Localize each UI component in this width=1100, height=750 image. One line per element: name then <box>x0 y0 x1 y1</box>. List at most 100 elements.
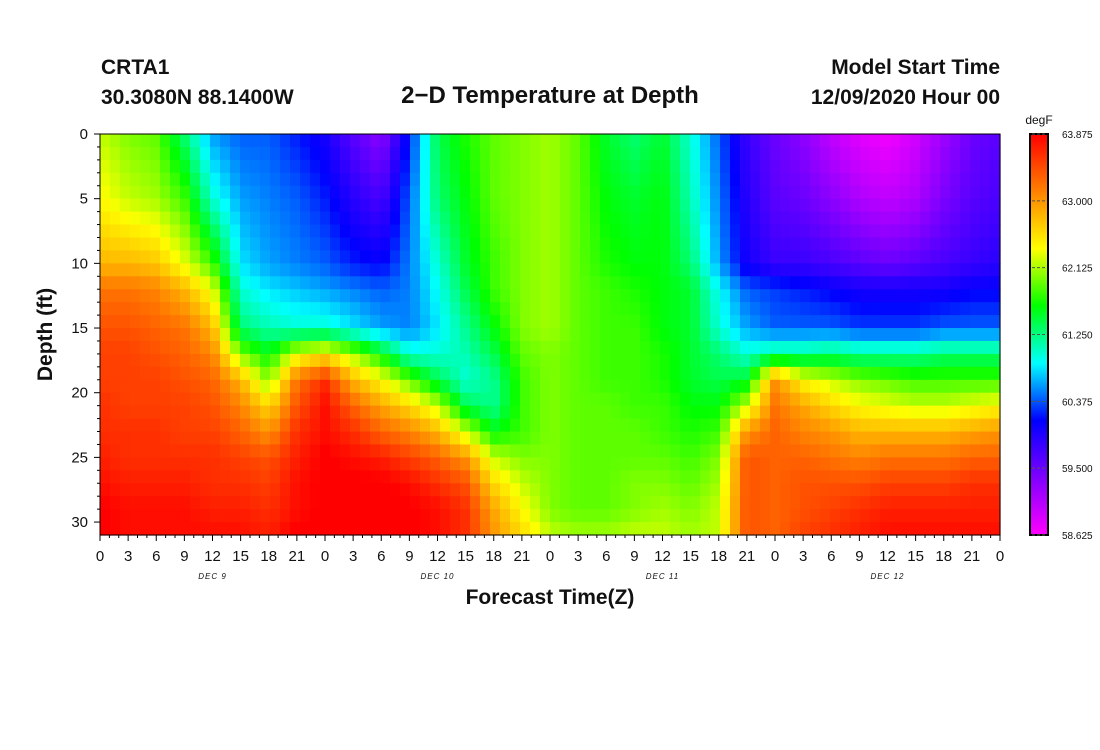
heatmap-cell <box>210 457 221 471</box>
heatmap-cell <box>460 522 471 536</box>
heatmap-cell <box>900 250 911 264</box>
heatmap-cell <box>290 185 301 200</box>
heatmap-cell <box>370 444 381 458</box>
heatmap-cell <box>680 379 691 394</box>
heatmap-cell <box>990 431 1001 446</box>
heatmap-cell <box>560 302 571 316</box>
heatmap-cell <box>210 392 221 407</box>
heatmap-cell <box>250 211 261 226</box>
heatmap-cell <box>140 172 151 187</box>
heatmap-cell <box>510 418 521 433</box>
heatmap-cell <box>780 250 791 264</box>
heatmap-cell <box>880 470 891 484</box>
heatmap-cell <box>960 509 971 523</box>
heatmap-cell <box>490 431 501 446</box>
heatmap-cell <box>120 483 131 497</box>
heatmap-cell <box>540 340 551 355</box>
heatmap-cell <box>140 134 151 148</box>
heatmap-cell <box>750 353 761 368</box>
heatmap-cell <box>320 172 331 187</box>
heatmap-cell <box>380 405 391 420</box>
heatmap-cell <box>560 405 571 420</box>
x-axis-label: Forecast Time(Z) <box>466 586 635 609</box>
heatmap-cell <box>670 509 681 523</box>
heatmap-cell <box>230 353 241 368</box>
heatmap-cell <box>460 353 471 368</box>
heatmap-cell <box>700 302 711 316</box>
heatmap-cell <box>450 198 461 213</box>
heatmap-cell <box>780 134 791 148</box>
heatmap-cell <box>450 392 461 407</box>
heatmap-cell <box>900 237 911 252</box>
heatmap-cell <box>830 134 841 148</box>
heatmap-cell <box>340 457 351 471</box>
heatmap-cell <box>690 159 701 174</box>
heatmap-cell <box>260 444 271 458</box>
heatmap-cell <box>320 457 331 471</box>
heatmap-cell <box>370 457 381 471</box>
heatmap-cell <box>360 159 371 174</box>
heatmap-cell <box>650 379 661 394</box>
heatmap-cell <box>140 328 151 342</box>
heatmap-cell <box>730 289 741 303</box>
heatmap-cell <box>820 340 831 355</box>
x-tick-label: 9 <box>180 548 188 565</box>
heatmap-cell <box>530 522 541 536</box>
heatmap-cell <box>400 470 411 484</box>
heatmap-cell <box>580 198 591 213</box>
heatmap-cell <box>330 172 341 187</box>
heatmap-cell <box>420 496 431 510</box>
heatmap-cell <box>660 185 671 200</box>
heatmap-cell <box>730 366 741 381</box>
heatmap-cell <box>580 470 591 484</box>
heatmap-cell <box>680 315 691 329</box>
heatmap-cell <box>800 159 811 174</box>
heatmap-cell <box>660 159 671 174</box>
heatmap-cell <box>150 392 161 407</box>
heatmap-cell <box>800 509 811 523</box>
heatmap-cell <box>810 444 821 458</box>
heatmap-cell <box>770 444 781 458</box>
heatmap-cell <box>710 315 721 329</box>
heatmap-cell <box>350 198 361 213</box>
heatmap-cell <box>140 353 151 368</box>
heatmap-cell <box>740 211 751 226</box>
heatmap-cell <box>560 172 571 187</box>
heatmap-cell <box>700 496 711 510</box>
heatmap-cell <box>100 276 111 290</box>
heatmap-cell <box>110 379 121 394</box>
heatmap-cell <box>690 276 701 290</box>
heatmap-cell <box>800 289 811 303</box>
heatmap-cell <box>110 250 121 264</box>
heatmap-cell <box>450 444 461 458</box>
x-tick-label: 12 <box>654 548 671 565</box>
heatmap-cell <box>810 289 821 303</box>
heatmap-cell <box>220 263 231 277</box>
heatmap-cell <box>850 431 861 446</box>
heatmap-cell <box>580 159 591 174</box>
heatmap-cell <box>870 172 881 187</box>
heatmap-cell <box>270 470 281 484</box>
heatmap-cell <box>740 496 751 510</box>
heatmap-cell <box>930 198 941 213</box>
heatmap-cell <box>950 146 961 161</box>
heatmap-cell <box>680 289 691 303</box>
heatmap-cell <box>260 250 271 264</box>
heatmap-cell <box>240 302 251 316</box>
heatmap-cell <box>500 522 511 536</box>
heatmap-cell <box>820 250 831 264</box>
heatmap-cell <box>920 198 931 213</box>
heatmap-cell <box>840 366 851 381</box>
heatmap-cell <box>580 405 591 420</box>
heatmap-cell <box>410 328 421 342</box>
heatmap-cell <box>980 224 991 239</box>
heatmap-cell <box>840 405 851 420</box>
heatmap-cell <box>670 379 681 394</box>
heatmap-cell <box>660 289 671 303</box>
heatmap-cell <box>690 224 701 239</box>
day-label: DEC 9 <box>198 572 227 581</box>
heatmap-cell <box>970 211 981 226</box>
heatmap-cell <box>390 159 401 174</box>
heatmap-cell <box>830 146 841 161</box>
heatmap-cell <box>530 340 541 355</box>
